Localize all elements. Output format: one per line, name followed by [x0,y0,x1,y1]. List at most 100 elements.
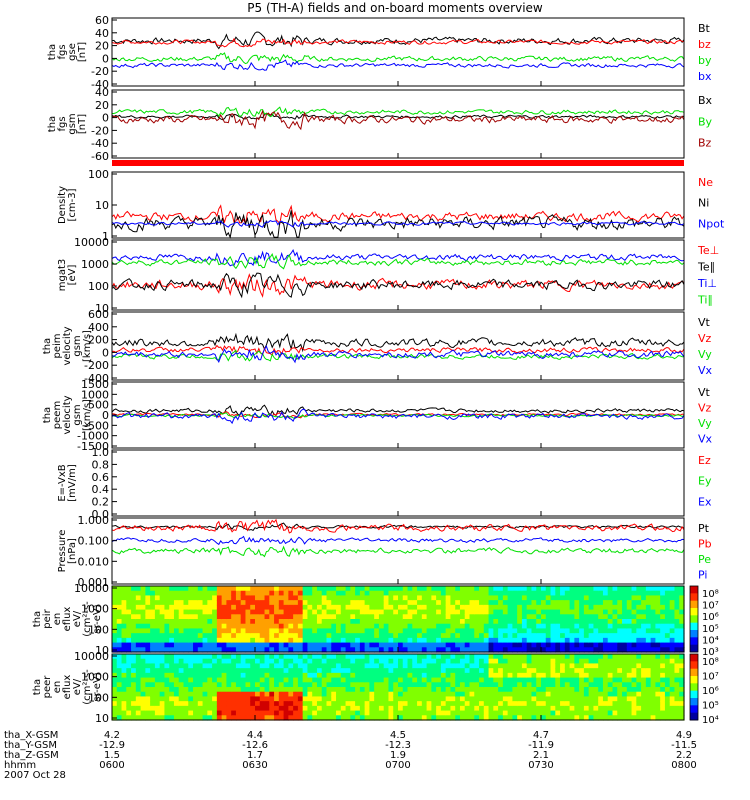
spectrogram-cell [545,701,552,707]
spectrogram-cell [417,710,423,716]
spectrogram-cell [450,654,456,660]
spectrogram-cell [417,663,423,669]
spectrogram-cell [202,715,208,721]
spectrogram-cell [521,658,528,665]
spectrogram-cell [679,682,685,688]
spectrogram-cell [188,691,194,698]
spectrogram-cell [216,604,223,611]
spectrogram-cell [679,642,685,648]
spectrogram-cell [159,710,166,716]
spectrogram-cell [135,710,142,716]
spectrogram-cell [250,628,256,634]
spectrogram-cell [245,663,251,669]
spectrogram-cell [674,637,680,644]
spectrogram-cell [541,691,547,698]
spectrogram-cell [359,691,366,698]
spectrogram-cell [164,682,170,688]
spectrogram-cell [602,637,609,644]
y-axis-label: [cm-3] [67,188,78,221]
spectrogram-cell [150,691,156,698]
spectrogram-cell [283,672,289,679]
spectrogram-cell [369,600,375,606]
spectrogram-cell [393,677,399,683]
spectrogram-cell [617,604,623,611]
spectrogram-cell [526,623,533,630]
spectrogram-cell [183,710,189,716]
spectrogram-cell [131,682,137,688]
spectrogram-cell [650,590,656,597]
spectrogram-cell [555,672,561,679]
spectrogram-cell [631,590,637,597]
spectrogram-cell [531,663,537,669]
spectrogram-cell [669,590,676,597]
ephem-label: tha_X-GSM [4,730,58,741]
spectrogram-cell [126,642,132,648]
spectrogram-cell [312,715,318,721]
spectrogram-cell [502,623,509,630]
spectrogram-cell [521,647,528,653]
spectrogram-cell [607,691,614,698]
spectrogram-cell [221,696,227,702]
colorbar-swatch [690,661,698,670]
spectrogram-cell [617,628,623,634]
spectrogram-cell [302,705,309,712]
spectrogram-cell [398,637,404,644]
spectrogram-cell [393,619,399,625]
spectrogram-cell [178,668,185,674]
spectrogram-cell [479,637,485,644]
spectrogram-cell [664,633,671,639]
spectrogram-cell [383,637,390,644]
spectrogram-cell [283,609,289,615]
spectrogram-cell [669,705,676,712]
spectrogram-cell [331,628,337,634]
spectrogram-cell [355,654,361,660]
spectrogram-cell [231,710,237,716]
spectrogram-cell [326,614,332,620]
spectrogram-cell [235,647,242,653]
spectrogram-cell [474,687,480,693]
spectrogram-cell [440,586,447,592]
spectrogram-cell [626,658,633,665]
spectrogram-cell [297,654,304,660]
spectrogram-cell [402,682,409,688]
spectrogram-cell [574,663,580,669]
spectrogram-cell [283,658,289,665]
spectrogram-cell [240,614,247,620]
spectrogram-cell [431,715,437,721]
spectrogram-cell [350,654,356,660]
spectrogram-cell [269,672,275,679]
spectrogram-cell [541,595,547,601]
spectrogram-cell [383,647,390,653]
spectrogram-cell [388,658,394,665]
spectrogram-cell [369,663,375,669]
spectrogram-cell [345,604,351,611]
series-line-Bz [111,109,685,131]
spectrogram-cell [417,619,423,625]
spectrogram-cell [164,647,170,653]
spectrogram-cell [660,609,666,615]
spectrogram-cell [345,672,351,679]
spectrogram-cell [293,637,299,644]
spectrogram-cell [121,637,127,644]
spectrogram-cell [235,637,242,644]
spectrogram-cell [541,705,547,712]
spectrogram-cell [555,687,561,693]
spectrogram-cell [636,691,642,698]
spectrogram-cell [278,604,285,611]
spectrogram-cell [359,658,366,665]
spectrogram-cell [483,633,490,639]
spectrogram-cell [331,705,337,712]
spectrogram-cell [502,647,509,653]
spectrogram-cell [264,604,270,611]
spectrogram-cell [274,710,280,716]
spectrogram-cell [164,658,170,665]
spectrogram-cell [526,715,533,721]
spectrogram-cell [550,705,556,712]
spectrogram-cell [359,672,366,679]
spectrogram-cell [645,658,652,665]
spectrogram-cell [269,590,275,597]
spectrogram-cell [445,682,452,688]
spectrogram-cell [459,654,466,660]
spectrogram-cell [407,654,413,660]
spectrogram-cell [364,642,370,648]
